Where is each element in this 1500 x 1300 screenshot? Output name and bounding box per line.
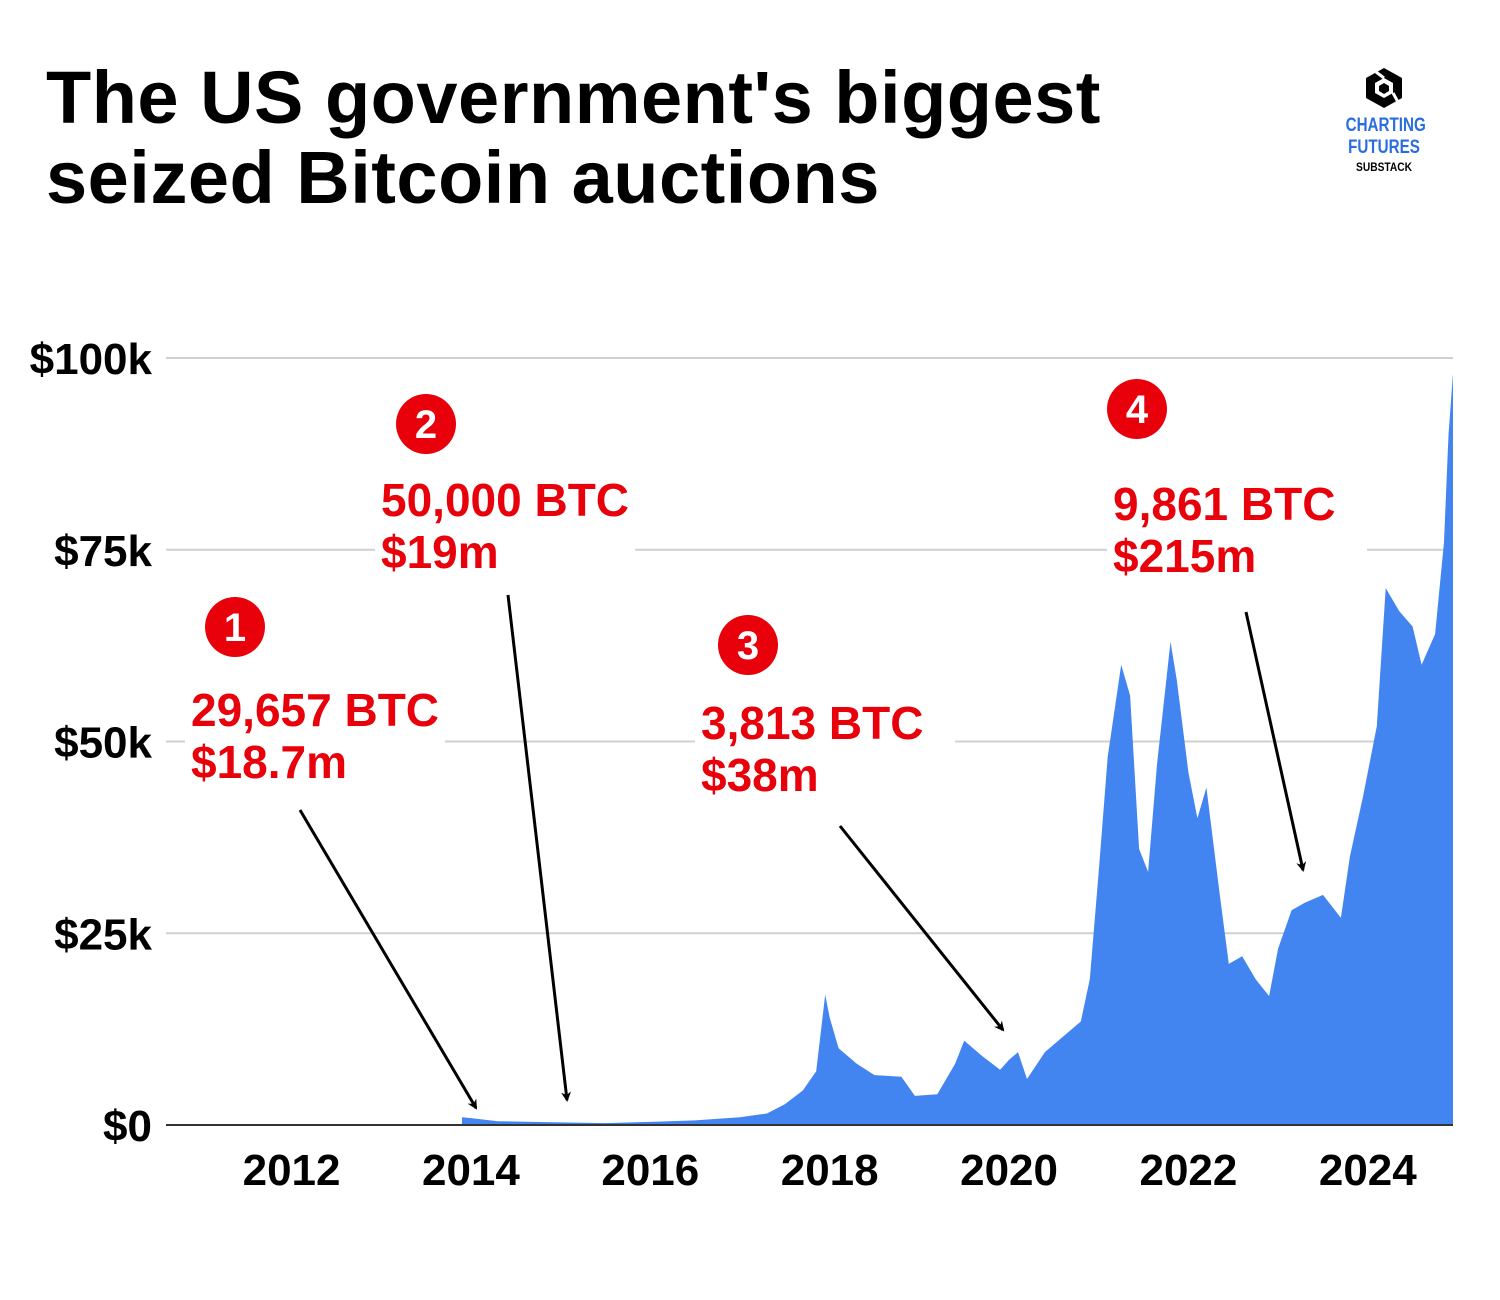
logo-line-1: CHARTING <box>1345 115 1426 136</box>
annotation-1: 1 29,657 BTC$18.7m <box>185 597 478 1110</box>
chart-title: The US government's biggest seized Bitcoi… <box>46 58 1101 218</box>
logo-line-3: SUBSTACK <box>1356 160 1412 174</box>
arrow-icon <box>506 594 572 1102</box>
hexagon-logo-icon <box>1366 68 1402 108</box>
x-tick-label: 2016 <box>601 1146 699 1195</box>
title-line-2: seized Bitcoin auctions <box>46 136 880 219</box>
y-tick-label: $75k <box>54 527 152 576</box>
price-area <box>461 373 1453 1125</box>
title-line-1: The US government's biggest <box>46 56 1101 139</box>
x-tick-label: 2012 <box>243 1146 341 1195</box>
usd-amount: $38m <box>701 749 819 801</box>
x-tick-label: 2024 <box>1319 1146 1417 1195</box>
x-tick-label: 2014 <box>422 1146 520 1195</box>
badge-number: 2 <box>415 403 437 447</box>
annotation-backdrop <box>375 474 635 578</box>
badge-number: 4 <box>1126 388 1149 432</box>
y-tick-label: $50k <box>54 719 152 768</box>
x-tick-label: 2018 <box>781 1146 879 1195</box>
y-tick-label: $100k <box>30 335 153 384</box>
number-badge <box>396 394 456 454</box>
arrow-icon <box>838 825 1005 1032</box>
usd-amount: $19m <box>381 526 499 578</box>
usd-amount: $18.7m <box>191 736 347 788</box>
btc-amount: 3,813 BTC <box>701 697 923 749</box>
logo-line-2: FUTURES <box>1348 137 1420 158</box>
arrow-icon <box>1244 611 1307 872</box>
annotation-backdrop <box>1107 478 1367 582</box>
number-badge <box>1107 379 1167 439</box>
arrow-icon <box>298 809 478 1110</box>
usd-amount: $215m <box>1113 530 1256 582</box>
btc-amount: 29,657 BTC <box>191 684 439 736</box>
btc-amount: 50,000 BTC <box>381 474 629 526</box>
number-badge <box>718 615 778 675</box>
btc-amount: 9,861 BTC <box>1113 478 1335 530</box>
badge-number: 3 <box>737 624 759 668</box>
y-tick-label: $25k <box>54 910 152 959</box>
badge-number: 1 <box>224 606 246 650</box>
annotation-backdrop <box>695 697 955 801</box>
y-tick-label: $0 <box>103 1102 152 1151</box>
x-tick-label: 2022 <box>1139 1146 1237 1195</box>
annotation-4: 4 9,861 BTC$215m <box>1107 379 1367 872</box>
number-badge <box>205 597 265 657</box>
annotation-3: 3 3,813 BTC$38m <box>695 615 1005 1032</box>
x-tick-label: 2020 <box>960 1146 1058 1195</box>
annotation-2: 2 50,000 BTC$19m <box>375 394 635 1102</box>
annotation-backdrop <box>185 684 445 788</box>
charting-futures-logo: CHARTING FUTURES SUBSTACK <box>1336 66 1432 175</box>
